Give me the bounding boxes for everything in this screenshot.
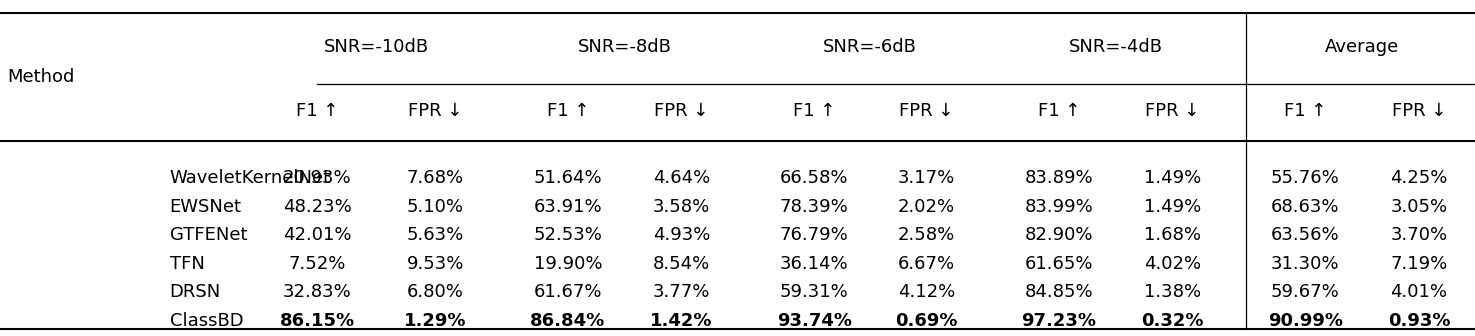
Text: 78.39%: 78.39% (780, 198, 848, 216)
Text: 1.29%: 1.29% (404, 312, 466, 330)
Text: SNR=-8dB: SNR=-8dB (578, 38, 671, 56)
Text: Method: Method (7, 68, 75, 86)
Text: 4.93%: 4.93% (653, 226, 709, 244)
Text: 84.85%: 84.85% (1025, 283, 1093, 301)
Text: 3.58%: 3.58% (653, 198, 709, 216)
Text: 5.63%: 5.63% (407, 226, 463, 244)
Text: FPR ↓: FPR ↓ (1392, 102, 1446, 120)
Text: F1 ↑: F1 ↑ (794, 102, 835, 120)
Text: SNR=-4dB: SNR=-4dB (1069, 38, 1162, 56)
Text: 4.01%: 4.01% (1391, 283, 1447, 301)
Text: 59.31%: 59.31% (780, 283, 848, 301)
Text: 1.49%: 1.49% (1145, 169, 1201, 187)
Text: 59.67%: 59.67% (1271, 283, 1339, 301)
Text: 7.52%: 7.52% (289, 255, 345, 273)
Text: 51.64%: 51.64% (534, 169, 602, 187)
Text: F1 ↑: F1 ↑ (1285, 102, 1326, 120)
Text: 32.83%: 32.83% (283, 283, 351, 301)
Text: 6.80%: 6.80% (407, 283, 463, 301)
Text: 68.63%: 68.63% (1271, 198, 1339, 216)
Text: 52.53%: 52.53% (534, 226, 602, 244)
Text: GTFENet: GTFENet (170, 226, 248, 244)
Text: 90.99%: 90.99% (1268, 312, 1342, 330)
Text: 83.89%: 83.89% (1025, 169, 1093, 187)
Text: 3.77%: 3.77% (653, 283, 709, 301)
Text: WaveletKernelNet: WaveletKernelNet (170, 169, 330, 187)
Text: 61.65%: 61.65% (1025, 255, 1093, 273)
Text: F1 ↑: F1 ↑ (296, 102, 338, 120)
Text: 9.53%: 9.53% (407, 255, 463, 273)
Text: 63.91%: 63.91% (534, 198, 602, 216)
Text: DRSN: DRSN (170, 283, 221, 301)
Text: FPR ↓: FPR ↓ (409, 102, 462, 120)
Text: 1.38%: 1.38% (1145, 283, 1201, 301)
Text: 42.01%: 42.01% (283, 226, 351, 244)
Text: EWSNet: EWSNet (170, 198, 242, 216)
Text: 8.54%: 8.54% (653, 255, 709, 273)
Text: 86.15%: 86.15% (280, 312, 354, 330)
Text: 0.69%: 0.69% (895, 312, 957, 330)
Text: 76.79%: 76.79% (780, 226, 848, 244)
Text: 97.23%: 97.23% (1022, 312, 1096, 330)
Text: 83.99%: 83.99% (1025, 198, 1093, 216)
Text: 55.76%: 55.76% (1271, 169, 1339, 187)
Text: 61.67%: 61.67% (534, 283, 602, 301)
Text: 3.05%: 3.05% (1391, 198, 1447, 216)
Text: 0.93%: 0.93% (1388, 312, 1450, 330)
Text: 3.17%: 3.17% (898, 169, 954, 187)
Text: 2.58%: 2.58% (898, 226, 954, 244)
Text: 4.12%: 4.12% (898, 283, 954, 301)
Text: 3.70%: 3.70% (1391, 226, 1447, 244)
Text: Average: Average (1325, 38, 1400, 56)
Text: SNR=-10dB: SNR=-10dB (323, 38, 429, 56)
Text: 2.02%: 2.02% (898, 198, 954, 216)
Text: ClassBD: ClassBD (170, 312, 243, 330)
Text: 63.56%: 63.56% (1271, 226, 1339, 244)
Text: 48.23%: 48.23% (283, 198, 351, 216)
Text: 31.30%: 31.30% (1271, 255, 1339, 273)
Text: 19.90%: 19.90% (534, 255, 602, 273)
Text: 36.14%: 36.14% (780, 255, 848, 273)
Text: F1 ↑: F1 ↑ (1038, 102, 1080, 120)
Text: FPR ↓: FPR ↓ (1146, 102, 1199, 120)
Text: 86.84%: 86.84% (530, 312, 606, 330)
Text: FPR ↓: FPR ↓ (655, 102, 708, 120)
Text: 1.68%: 1.68% (1145, 226, 1201, 244)
Text: 82.90%: 82.90% (1025, 226, 1093, 244)
Text: 66.58%: 66.58% (780, 169, 848, 187)
Text: 7.68%: 7.68% (407, 169, 463, 187)
Text: 4.02%: 4.02% (1145, 255, 1201, 273)
Text: 0.32%: 0.32% (1142, 312, 1204, 330)
Text: FPR ↓: FPR ↓ (900, 102, 953, 120)
Text: 4.64%: 4.64% (653, 169, 709, 187)
Text: 1.49%: 1.49% (1145, 198, 1201, 216)
Text: 1.42%: 1.42% (650, 312, 712, 330)
Text: 6.67%: 6.67% (898, 255, 954, 273)
Text: 5.10%: 5.10% (407, 198, 463, 216)
Text: SNR=-6dB: SNR=-6dB (823, 38, 917, 56)
Text: 93.74%: 93.74% (777, 312, 851, 330)
Text: F1 ↑: F1 ↑ (547, 102, 589, 120)
Text: 7.19%: 7.19% (1391, 255, 1447, 273)
Text: 4.25%: 4.25% (1391, 169, 1447, 187)
Text: TFN: TFN (170, 255, 205, 273)
Text: 20.93%: 20.93% (283, 169, 351, 187)
